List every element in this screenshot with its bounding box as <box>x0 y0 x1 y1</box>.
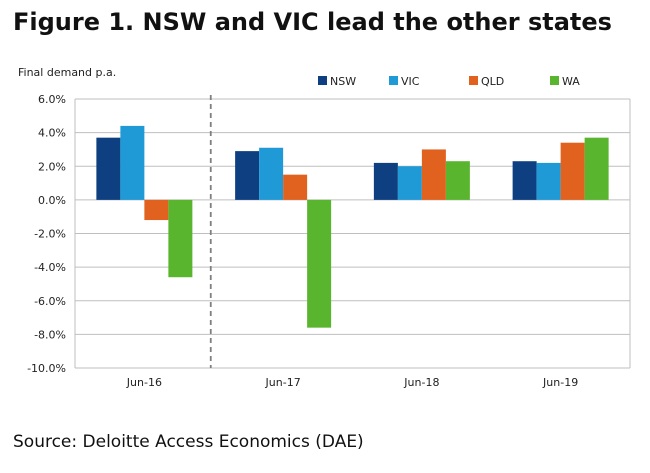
y-tick-label: 2.0% <box>38 160 66 173</box>
bar-qld-jun-18 <box>421 149 446 200</box>
legend-swatch-wa <box>550 76 559 85</box>
bar-wa-jun-19 <box>584 137 609 200</box>
y-axis-label: Final demand p.a. <box>18 66 116 79</box>
y-tick-labels: 6.0% 4.0% 2.0% 0.0% -2.0% -4.0% -6.0% -8.0% -10.… <box>27 93 66 375</box>
bar-vic-jun-17 <box>259 147 284 200</box>
y-tick-label: -8.0% <box>34 328 66 341</box>
y-tick-label: -4.0% <box>34 261 66 274</box>
bar-wa-jun-16 <box>168 199 193 278</box>
source-note: Source: Deloitte Access Economics (DAE) <box>13 432 364 452</box>
y-tick-label: 6.0% <box>38 93 66 106</box>
y-tick-label: -10.0% <box>27 362 66 375</box>
bar-nsw-jun-17 <box>235 151 260 200</box>
x-tick-label: Jun-18 <box>403 376 439 389</box>
y-tick-label: -6.0% <box>34 295 66 308</box>
bar-qld-jun-19 <box>560 142 585 200</box>
bar-qld-jun-16 <box>144 199 169 221</box>
gridlines <box>74 98 631 369</box>
bar-wa-jun-17 <box>307 199 332 328</box>
figure-title: Figure 1. NSW and VIC lead the other sta… <box>13 8 612 36</box>
bar-nsw-jun-18 <box>373 162 398 200</box>
bar-vic-jun-16 <box>120 125 145 200</box>
legend-label-wa: WA <box>562 75 580 88</box>
y-tick-label: 4.0% <box>38 127 66 140</box>
legend-swatch-nsw <box>318 76 327 85</box>
bar-qld-jun-17 <box>283 174 308 200</box>
x-tick-labels: Jun-16 Jun-17 Jun-18 Jun-19 <box>126 376 578 389</box>
bar-nsw-jun-19 <box>512 161 537 200</box>
bar-wa-jun-18 <box>445 161 470 200</box>
legend-label-nsw: NSW <box>330 75 356 88</box>
bar-vic-jun-19 <box>536 162 561 200</box>
legend: NSW VIC QLD WA <box>318 75 580 88</box>
legend-label-qld: QLD <box>481 75 504 88</box>
legend-swatch-qld <box>469 76 478 85</box>
x-tick-label: Jun-17 <box>265 376 301 389</box>
bars <box>96 95 609 368</box>
x-tick-label: Jun-19 <box>542 376 578 389</box>
x-tick-label: Jun-16 <box>126 376 162 389</box>
bar-vic-jun-18 <box>397 166 422 200</box>
legend-label-vic: VIC <box>401 75 420 88</box>
y-tick-label: -2.0% <box>34 228 66 241</box>
legend-swatch-vic <box>389 76 398 85</box>
y-tick-label: 0.0% <box>38 194 66 207</box>
bar-nsw-jun-16 <box>96 137 121 200</box>
